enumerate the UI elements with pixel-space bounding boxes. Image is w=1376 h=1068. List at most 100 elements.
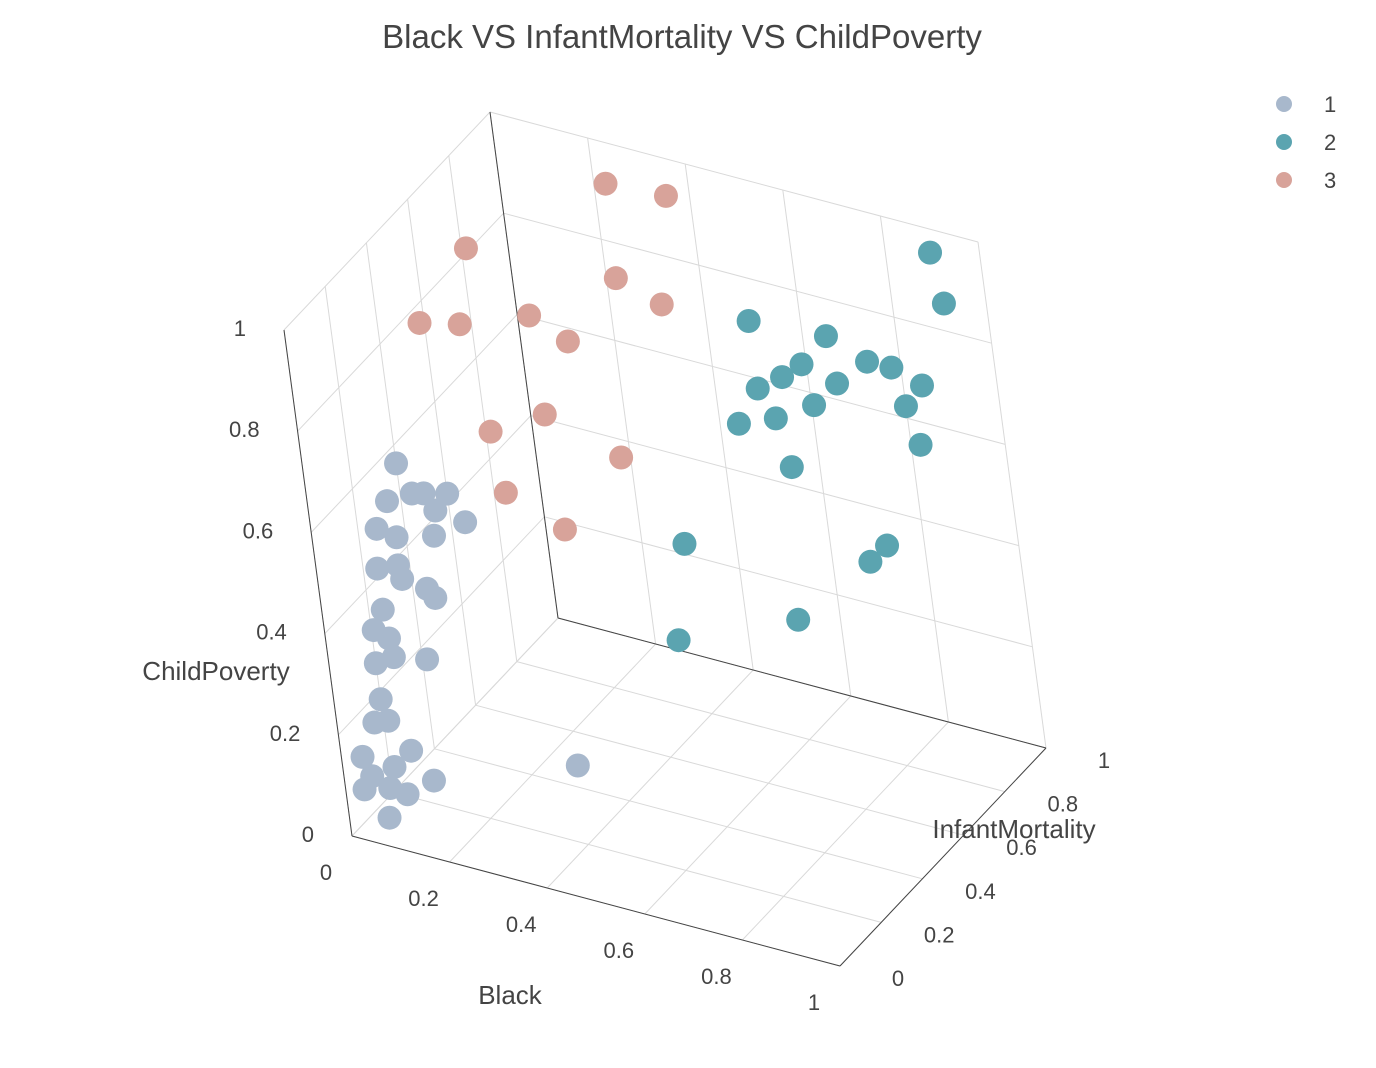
data-point-series-1 <box>435 481 460 506</box>
data-point-series-1 <box>365 556 390 581</box>
grid-line <box>407 199 477 706</box>
data-point-series-2 <box>672 531 697 556</box>
data-point-series-2 <box>802 393 827 418</box>
data-point-series-3 <box>517 303 542 328</box>
y-axis-line <box>839 747 1047 967</box>
grid-line <box>587 137 657 645</box>
data-point-series-3 <box>555 329 580 354</box>
data-point-series-2 <box>875 533 900 558</box>
x-axis-line <box>351 835 841 967</box>
x-axis-title: Black <box>478 980 543 1010</box>
data-point-series-1 <box>421 768 446 793</box>
grid-line <box>324 415 532 634</box>
z-tick-label: 0.4 <box>256 620 287 645</box>
grid-line <box>879 215 949 723</box>
points-layer <box>350 171 956 830</box>
data-point-series-1 <box>384 525 409 550</box>
data-point-series-3 <box>478 419 503 444</box>
y-tick-label: 0.6 <box>1006 835 1037 860</box>
data-point-series-1 <box>361 618 386 643</box>
data-point-series-1 <box>378 776 403 801</box>
grid-line <box>283 111 491 331</box>
legend-marker <box>1276 96 1292 112</box>
data-point-series-1 <box>370 597 395 622</box>
data-point-series-1 <box>399 481 424 506</box>
z-axis-line <box>283 329 353 837</box>
grid-line <box>475 704 964 836</box>
data-point-series-2 <box>918 240 943 265</box>
y-tick-label: 1 <box>1098 748 1110 773</box>
z-tick-label: 0.8 <box>229 417 260 442</box>
data-point-series-3 <box>493 480 518 505</box>
data-point-series-1 <box>415 647 440 672</box>
grid-line <box>393 791 882 923</box>
data-point-series-3 <box>407 310 432 335</box>
legend-label: 3 <box>1324 168 1336 193</box>
data-point-series-2 <box>763 406 788 431</box>
x-tick-label: 0.2 <box>408 886 439 911</box>
y-axis-title: InfantMortality <box>932 814 1095 844</box>
grid-line <box>530 415 1019 547</box>
grid-line <box>544 516 1033 648</box>
legend-label: 2 <box>1324 130 1336 155</box>
data-point-series-1 <box>565 753 590 778</box>
data-point-series-2 <box>786 607 811 632</box>
legend: 1 2 3 <box>1276 92 1336 193</box>
data-point-series-2 <box>789 352 814 377</box>
tick-labels: 0 0.2 0.4 0.6 0.8 1 0 0.2 0.4 0.6 0.8 1 0 0.2 0.4 0.6 0.… <box>229 316 1110 1015</box>
z-axis-back-line <box>489 111 559 619</box>
grid-line <box>742 721 949 941</box>
data-point-series-1 <box>350 744 375 769</box>
data-point-series-1 <box>453 510 478 535</box>
data-point-series-2 <box>879 355 904 380</box>
data-point-series-3 <box>653 183 678 208</box>
grid-line <box>503 212 992 344</box>
data-point-series-2 <box>770 365 795 390</box>
grid-line <box>351 617 559 837</box>
data-point-series-1 <box>415 576 439 601</box>
legend-marker <box>1276 172 1292 188</box>
data-point-series-2 <box>858 549 883 574</box>
data-point-series-2 <box>726 411 751 436</box>
x-tick-label: 0.6 <box>604 938 635 963</box>
data-point-series-3 <box>649 292 674 317</box>
data-point-series-1 <box>377 805 402 830</box>
z-tick-label: 0.2 <box>270 721 301 746</box>
data-point-series-3 <box>603 266 628 291</box>
z-tick-label: 0 <box>302 822 314 847</box>
axis-layer <box>283 111 1047 967</box>
grid-line <box>434 748 923 880</box>
data-point-series-2 <box>736 308 761 333</box>
grid-line <box>546 669 754 889</box>
z-axis-title: ChildPoverty <box>142 656 289 686</box>
data-point-series-2 <box>893 394 918 419</box>
data-point-series-1 <box>384 451 409 476</box>
x-tick-label: 0.4 <box>506 912 537 937</box>
data-point-series-1 <box>390 566 415 591</box>
data-point-series-3 <box>609 445 634 470</box>
data-point-series-3 <box>447 312 472 337</box>
y-tick-label: 0.4 <box>965 879 996 904</box>
z-tick-label: 1 <box>234 316 246 341</box>
y-tick-label: 0.8 <box>1048 792 1079 817</box>
grid-line <box>644 695 852 915</box>
data-point-series-2 <box>908 432 933 457</box>
data-point-series-2 <box>910 373 934 398</box>
grid-line <box>977 241 1047 749</box>
grid-line <box>782 189 852 697</box>
grid-line <box>684 163 754 671</box>
data-point-series-1 <box>382 754 407 779</box>
legend-label: 1 <box>1324 92 1336 117</box>
data-point-series-3 <box>532 402 557 427</box>
data-point-series-2 <box>855 349 880 374</box>
data-point-series-1 <box>399 738 424 763</box>
data-point-series-2 <box>666 628 691 653</box>
data-point-series-1 <box>363 651 388 676</box>
chart-title: Black VS InfantMortality VS ChildPoverty <box>382 18 982 55</box>
x-tick-label: 0 <box>320 860 332 885</box>
data-point-series-3 <box>593 171 618 196</box>
data-point-series-2 <box>779 455 804 480</box>
data-point-series-1 <box>364 516 389 541</box>
data-point-series-1 <box>375 489 399 514</box>
data-point-series-3 <box>552 517 577 542</box>
